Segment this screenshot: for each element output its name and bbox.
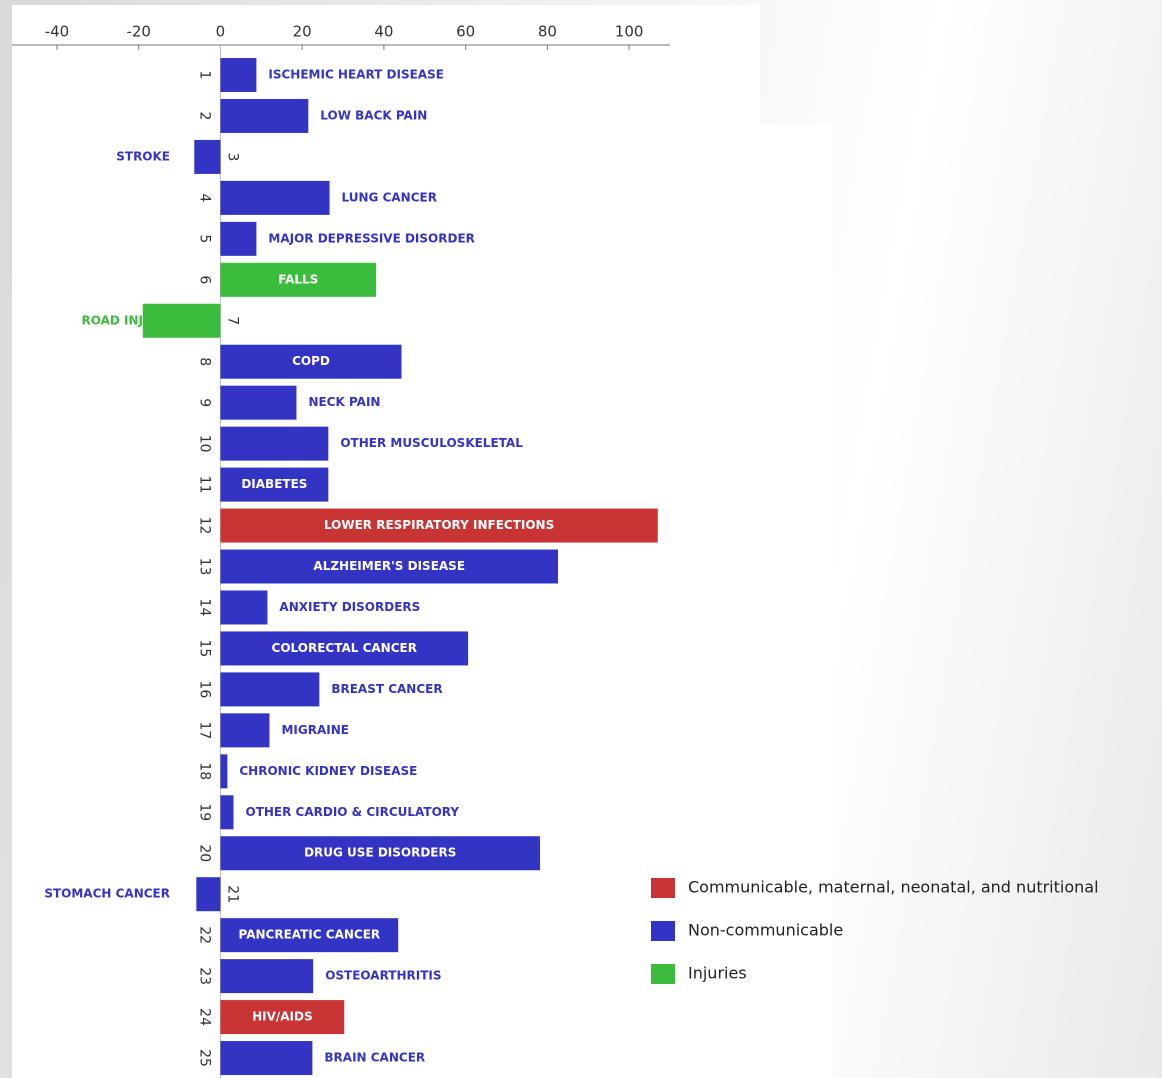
rank-label: 6 <box>196 275 212 284</box>
bar <box>220 221 257 256</box>
bar <box>220 58 257 92</box>
bar <box>220 713 270 748</box>
bar <box>220 590 268 625</box>
legend-swatch <box>651 964 675 984</box>
legend-label: Communicable, maternal, neonatal, and nu… <box>688 878 1099 897</box>
bar <box>220 754 228 789</box>
bar <box>220 836 541 871</box>
bar-label: MIGRAINE <box>281 723 349 737</box>
bar <box>220 262 377 297</box>
bar-label: OSTEOARTHRITIS <box>325 969 441 983</box>
bar <box>220 549 559 584</box>
bar <box>220 1000 345 1035</box>
bar-label: HIV/AIDS <box>252 1010 313 1024</box>
legend-label: Injuries <box>688 964 747 983</box>
x-tick-label: -40 <box>45 23 70 41</box>
bar <box>220 344 402 379</box>
rank-label: 3 <box>224 152 240 161</box>
bar-label: LOWER RESPIRATORY INFECTIONS <box>324 518 554 532</box>
bar-label: LUNG CANCER <box>342 190 437 204</box>
bar-label: COPD <box>292 354 330 368</box>
bar-label: COLORECTAL CANCER <box>272 641 417 655</box>
rank-label: 5 <box>196 234 212 243</box>
rank-label: 22 <box>196 926 212 944</box>
rank-label: 12 <box>196 517 212 535</box>
bar-label: CHRONIC KIDNEY DISEASE <box>239 764 417 778</box>
rank-label: 8 <box>196 357 212 366</box>
bar <box>220 795 234 830</box>
bar <box>194 139 221 174</box>
bar <box>220 385 297 420</box>
x-tick-label: 80 <box>538 23 557 41</box>
bar <box>220 1041 313 1076</box>
x-tick-label: 60 <box>456 23 475 41</box>
bar <box>220 180 330 215</box>
x-tick-label: 40 <box>374 23 393 41</box>
bar <box>220 672 320 707</box>
rank-label: 14 <box>196 599 212 617</box>
bar <box>220 508 658 543</box>
rank-label: 18 <box>196 762 212 780</box>
rank-label: 11 <box>196 476 212 494</box>
rank-label: 16 <box>196 680 212 698</box>
rank-label: 15 <box>196 640 212 658</box>
bar-label: STOMACH CANCER <box>44 887 170 901</box>
rank-label: 7 <box>224 316 240 325</box>
bar-label: ANXIETY DISORDERS <box>279 600 420 614</box>
bar <box>142 303 221 338</box>
bar <box>220 426 329 461</box>
rank-label: 20 <box>196 844 212 862</box>
rank-label: 2 <box>196 111 212 120</box>
bar-label: ALZHEIMER'S DISEASE <box>313 559 465 573</box>
bar <box>196 877 221 912</box>
bar <box>220 631 469 666</box>
bar-label: LOW BACK PAIN <box>320 108 427 122</box>
bar <box>220 467 329 502</box>
rank-label: 21 <box>224 885 240 903</box>
rank-label: 23 <box>196 967 212 985</box>
bar-label: NECK PAIN <box>308 395 380 409</box>
rank-label: 19 <box>196 803 212 821</box>
bar-label: DRUG USE DISORDERS <box>304 846 456 860</box>
bar-label: DIABETES <box>241 477 307 491</box>
rank-label: 1 <box>196 71 212 80</box>
legend-label: Non-communicable <box>688 921 843 940</box>
bar-label: STROKE <box>116 149 170 163</box>
rank-label: 13 <box>196 558 212 576</box>
bar <box>220 98 309 133</box>
rank-label: 25 <box>196 1049 212 1067</box>
legend-swatch <box>651 921 675 941</box>
bar-label: ROAD INJURY <box>81 313 170 327</box>
rank-label: 10 <box>196 435 212 453</box>
bar-label: BREAST CANCER <box>331 682 442 696</box>
bar-label: BRAIN CANCER <box>324 1051 425 1065</box>
bar <box>220 918 399 953</box>
bar-label: ISCHEMIC HEART DISEASE <box>268 68 444 82</box>
rank-label: 24 <box>196 1008 212 1026</box>
bar-label: OTHER MUSCULOSKELETAL <box>340 436 523 450</box>
bar-label: MAJOR DEPRESSIVE DISORDER <box>268 231 474 245</box>
bar <box>220 959 314 994</box>
x-tick-label: 0 <box>216 23 226 41</box>
rank-label: 4 <box>196 193 212 202</box>
rank-label: 9 <box>196 398 212 407</box>
bar-label: OTHER CARDIO & CIRCULATORY <box>246 805 460 819</box>
bar-label: FALLS <box>278 272 318 286</box>
x-tick-label: -20 <box>126 23 151 41</box>
rank-label: 17 <box>196 721 212 739</box>
x-tick-label: 20 <box>293 23 312 41</box>
legend-swatch <box>651 878 675 898</box>
x-tick-label: 100 <box>615 23 644 41</box>
bar-label: PANCREATIC CANCER <box>239 928 381 942</box>
